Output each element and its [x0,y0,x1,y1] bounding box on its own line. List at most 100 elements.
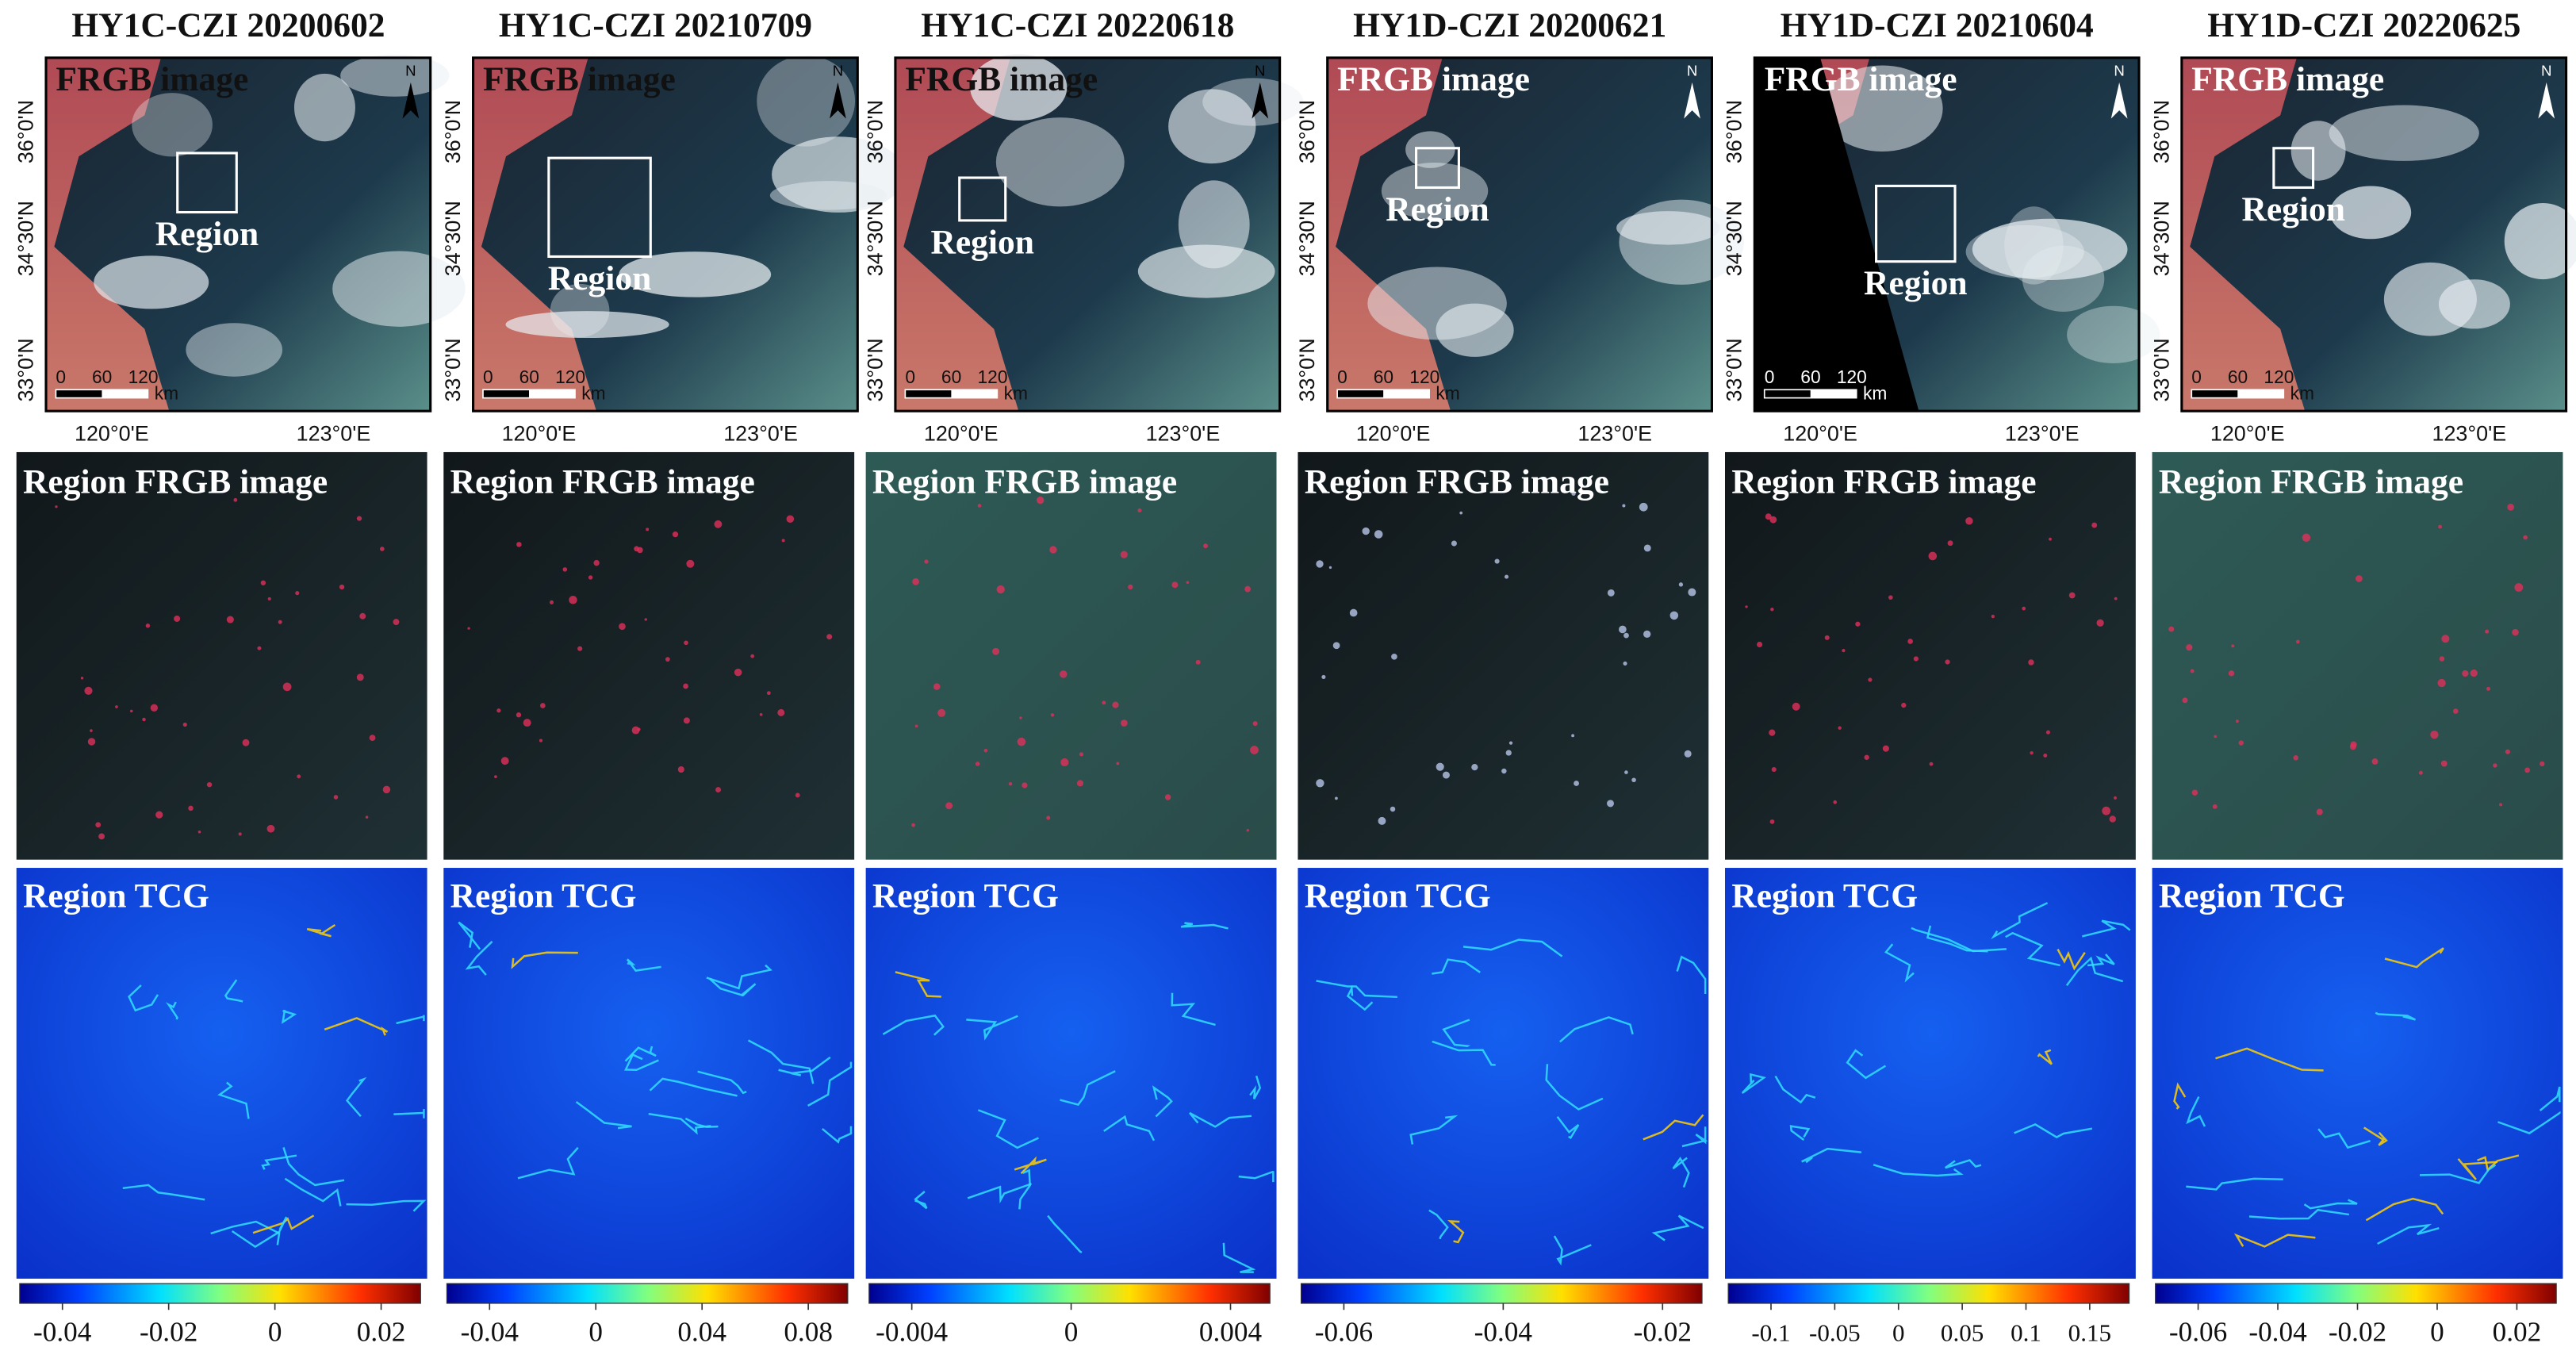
tcg-filament [2037,1049,2053,1065]
algae-patch [1965,516,1973,525]
region-box [2272,147,2315,190]
algae-patch [1049,546,1057,554]
algae-patch [2096,619,2104,627]
region-label: Region [548,259,652,297]
algae-patch [795,792,800,798]
algae-patch [1112,701,1119,708]
algae-patch [593,559,600,566]
colorbar-tick-label: -0.06 [1315,1317,1373,1348]
algae-patch [539,703,546,708]
north-label: N [2114,63,2124,79]
algae-patch [2228,670,2235,677]
algae-patch [1244,585,1251,593]
tcg-filament [2497,1111,2561,1134]
column-title: HY1D-CZI 20220625 [2207,6,2520,44]
map-frame [894,56,1282,412]
tcg-filament [393,1109,425,1119]
panel-label: Region TCG [1305,877,1491,915]
tcg-filament [1556,1116,1580,1140]
algae-patch [2231,644,2235,648]
lat-label: 36°0'N [2149,100,2173,163]
algae-patch [2028,659,2034,666]
algae-patch [937,708,946,717]
tcg-filament [458,921,481,950]
scale-label: 120 [555,366,585,387]
region-box [547,156,652,259]
panel-label: Region FRGB image [2159,463,2463,501]
colorbar-tick-label: -0.05 [1809,1319,1861,1347]
lat-label: 34°30'N [13,201,37,276]
region-frgb [16,451,427,860]
algae-patch [2430,730,2439,739]
algae-patch [975,762,980,766]
tcg-filament [1801,1147,1862,1164]
region-tcg [865,868,1277,1279]
algae-patch [996,585,1005,594]
algae-patch [1246,829,1249,832]
tcg-filament [747,1039,815,1084]
algae-patch [365,815,369,819]
algae-patch [467,627,470,630]
algae-patch [1688,588,1696,597]
algae-patch [924,559,929,564]
tcg-filament [1672,1157,1690,1188]
algae-patch [672,531,679,538]
algae-patch [1362,527,1370,535]
tcg-filament [1222,1242,1256,1273]
algae-patch [1391,654,1397,660]
algae-patch [2030,750,2034,755]
algae-patch [1623,632,1629,639]
tcg-filament [1846,1049,1887,1080]
map-land [473,57,596,412]
lat-label: 33°0'N [441,338,465,401]
scale-bar-half [1810,389,1857,398]
algae-patch [1195,659,1201,665]
algae-patch [1868,677,1873,682]
tcg-filament [1152,1085,1173,1118]
cloud [132,93,213,157]
scale-label: 120 [978,366,1008,387]
algae-patch [1120,551,1128,558]
map-frame [1326,56,1713,412]
algae-patch [1321,674,1326,679]
algae-patch [1328,566,1332,570]
panel-label: Region TCG [872,877,1059,915]
algae-patch [2440,760,2448,767]
algae-patch [2114,597,2118,601]
scale-unit: km [155,383,178,404]
lat-label: 34°30'N [1295,201,1319,276]
tcg-filament [1681,1126,1708,1148]
scale-label: 60 [941,366,961,387]
tcg-filament [1643,1114,1704,1141]
scale-label: 120 [128,366,159,387]
tcg-filament [708,977,757,997]
algae-patch [1913,656,1919,662]
lon-label: 123°0'E [1577,421,1652,445]
lon-label: 123°0'E [2005,421,2080,445]
algae-patch [1250,746,1259,754]
lat-label: 33°0'N [2149,338,2173,401]
algae-patch [494,775,497,779]
algae-patch [1574,781,1579,786]
algae-patch [1378,816,1386,825]
algae-patch [2186,644,2193,651]
tcg-filament [2186,1177,2283,1191]
tcg-filament [2377,1223,2440,1245]
algae-patch [226,616,234,624]
panel-label: Region TCG [23,877,209,915]
scale-label: 0 [56,366,66,387]
tcg-filament [1428,1209,1449,1240]
algae-patch [1631,777,1636,783]
region-tcg [1298,868,1709,1279]
tcg-filament [511,951,578,969]
algae-patch [714,520,723,528]
cloud [2067,305,2160,363]
lon-label: 123°0'E [723,421,798,445]
cloud [186,323,283,377]
algae-patch [523,719,531,727]
algae-patch [2439,656,2445,662]
tcg-filament [2419,1164,2497,1184]
algae-patch [2182,697,2188,704]
algae-patch [734,668,742,677]
north-label: N [1255,63,1265,79]
